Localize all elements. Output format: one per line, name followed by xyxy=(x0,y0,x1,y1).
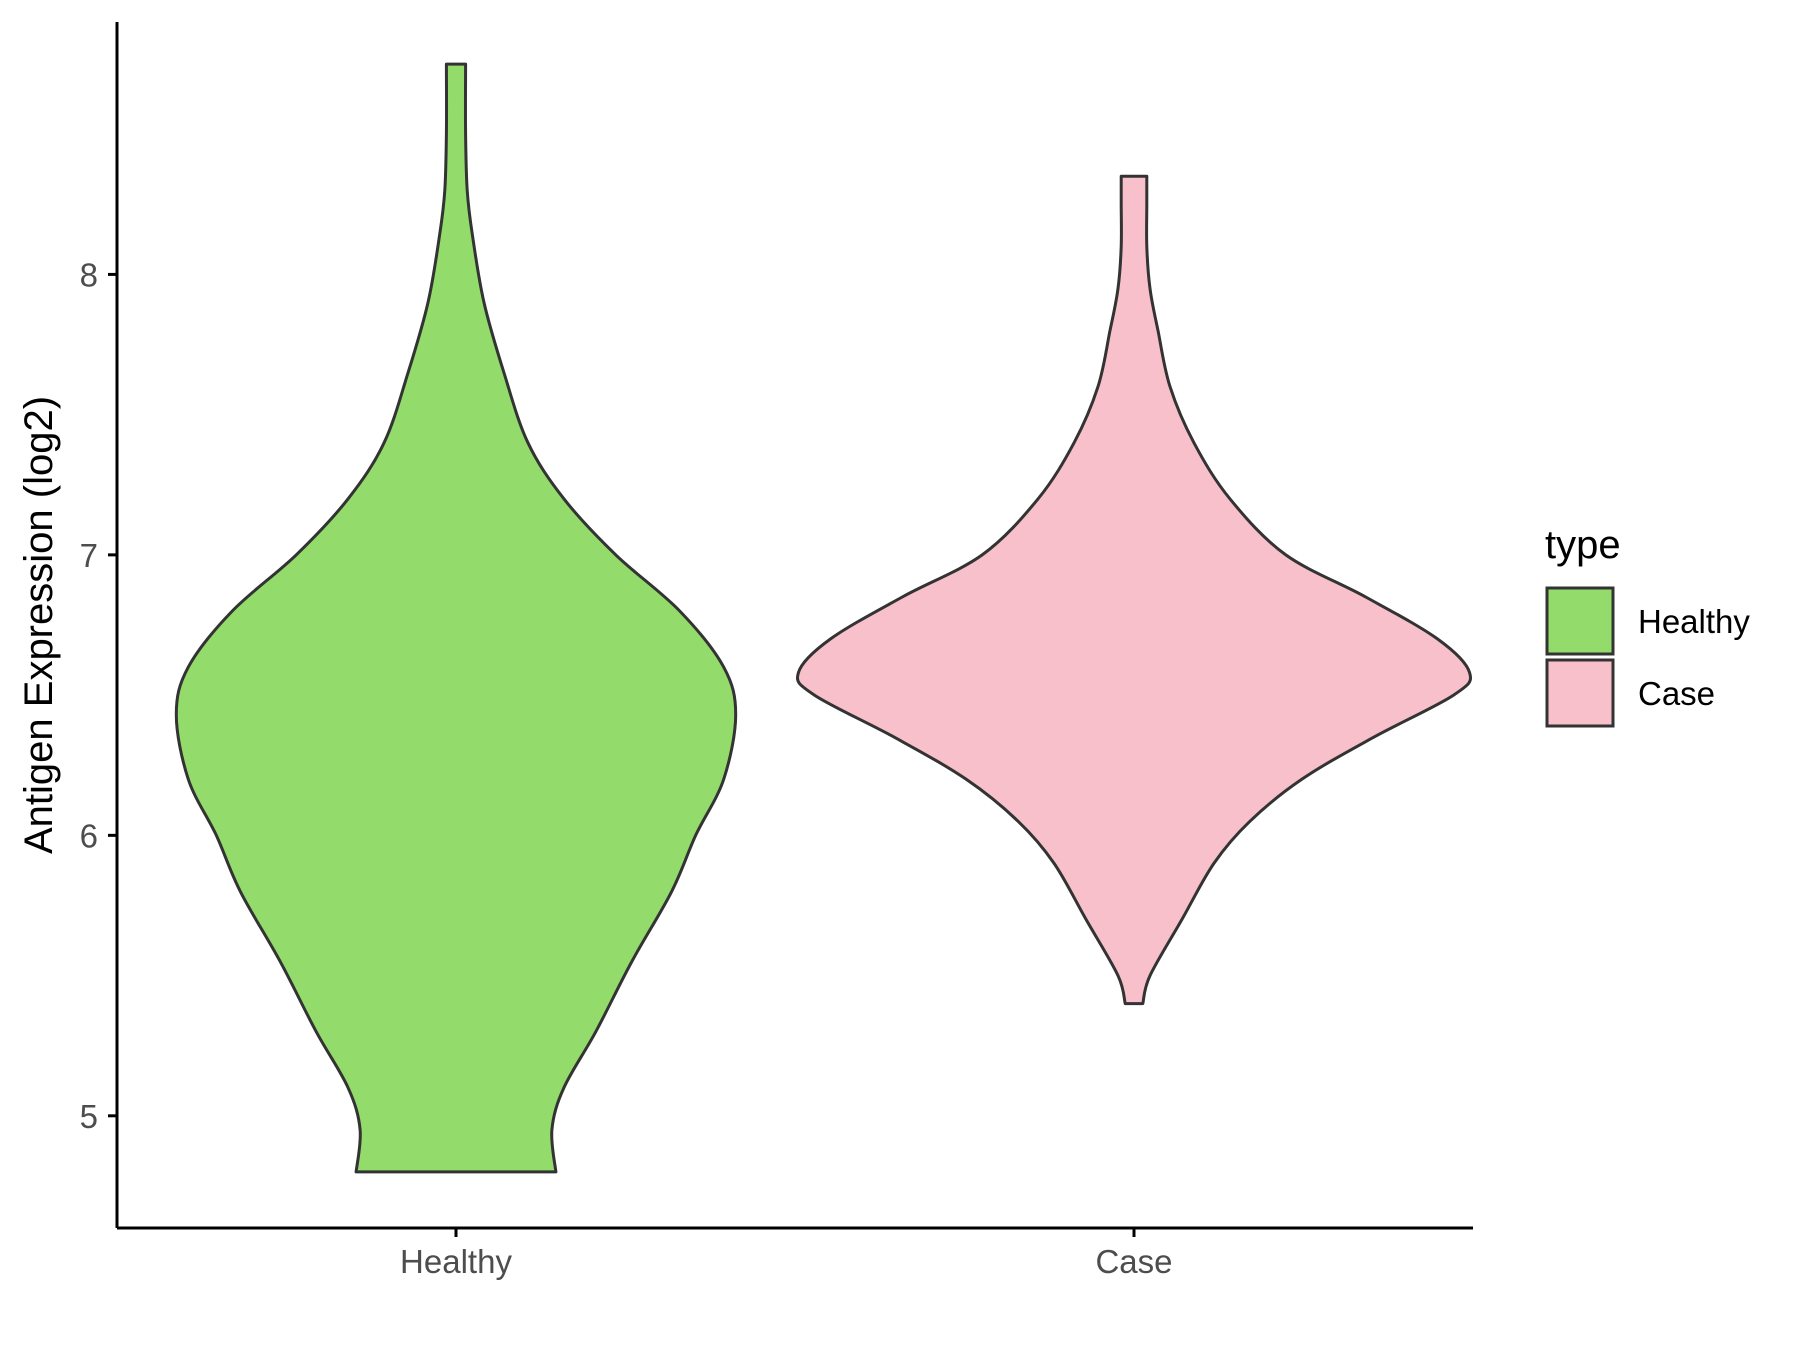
y-axis-ticks: 5 6 7 8 xyxy=(80,256,117,1135)
y-tick-label: 7 xyxy=(80,537,98,574)
y-tick-label: 5 xyxy=(80,1098,98,1135)
legend: type Healthy Case xyxy=(1545,523,1750,728)
x-axis-ticks: Healthy Case xyxy=(400,1228,1173,1280)
violins-layer xyxy=(174,62,1472,1174)
legend-label-healthy: Healthy xyxy=(1638,603,1750,640)
x-tick-label: Case xyxy=(1095,1243,1172,1280)
y-axis-title: Antigen Expression (log2) xyxy=(17,396,61,854)
y-tick-label: 6 xyxy=(80,817,98,854)
legend-key-case xyxy=(1545,658,1615,728)
legend-entries: Healthy Case xyxy=(1545,586,1750,728)
legend-title: type xyxy=(1545,523,1621,567)
legend-key-healthy xyxy=(1545,586,1615,656)
x-tick-label: Healthy xyxy=(400,1243,512,1280)
y-tick-label: 8 xyxy=(80,256,98,293)
violin-healthy xyxy=(174,62,738,1174)
violin-case xyxy=(796,174,1472,1006)
legend-label-case: Case xyxy=(1638,675,1715,712)
